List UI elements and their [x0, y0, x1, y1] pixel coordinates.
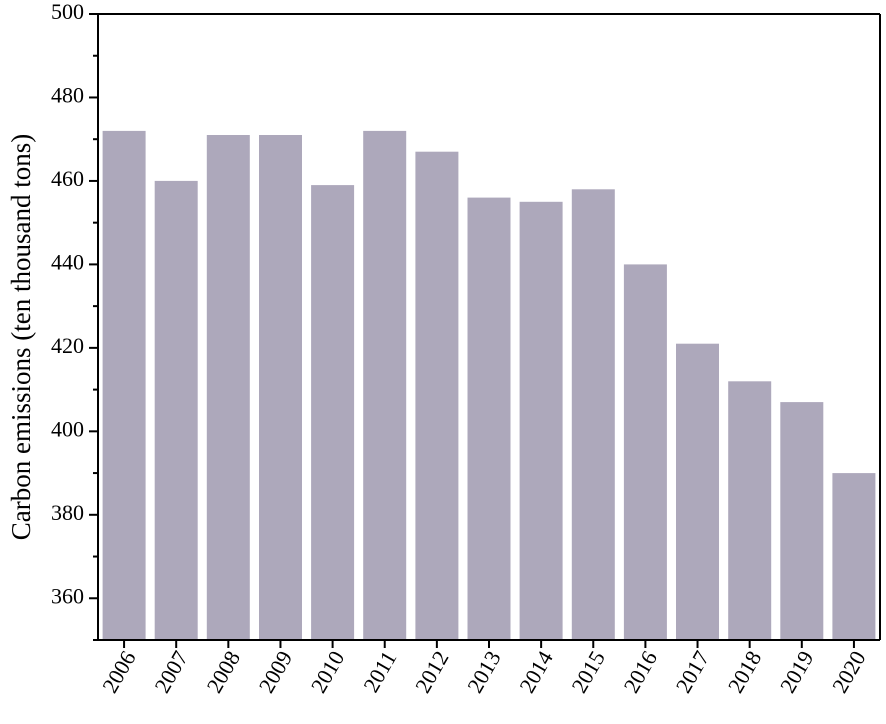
x-tick-label-2019: 2019 — [775, 647, 819, 698]
bars-group — [102, 130, 876, 641]
y-tick-label-360: 360 — [51, 583, 84, 608]
y-tick-label-380: 380 — [51, 500, 84, 525]
x-tick-label-2010: 2010 — [306, 647, 350, 698]
bar-2016 — [623, 264, 667, 640]
bar-2019 — [780, 402, 824, 640]
bar-2020 — [832, 473, 876, 640]
bar-2014 — [519, 201, 563, 641]
bar-2010 — [311, 185, 355, 640]
x-tick-label-2020: 2020 — [827, 647, 871, 698]
x-tick-label-2006: 2006 — [97, 647, 141, 698]
bar-2009 — [259, 135, 302, 640]
y-axis: 360 380 400 420 440 460 480 500 — [51, 0, 98, 641]
bar-2008 — [206, 135, 250, 640]
bar-2018 — [728, 381, 772, 640]
y-tick-label-460: 460 — [51, 166, 84, 191]
x-tick-label-2017: 2017 — [671, 647, 715, 698]
bar-2015 — [571, 189, 615, 641]
bar-2011 — [363, 130, 407, 640]
bar-2017 — [676, 343, 719, 640]
x-axis: 2006 2007 2008 2009 2010 2011 2012 2013 2014 2015… — [97, 640, 871, 697]
bar-2007 — [154, 180, 198, 640]
x-tick-label-2012: 2012 — [410, 647, 454, 698]
x-tick-label-2014: 2014 — [514, 647, 558, 698]
y-axis-title: Carbon emissions (ten thousand tons) — [6, 134, 36, 540]
x-tick-label-2008: 2008 — [201, 647, 245, 698]
x-tick-label-2015: 2015 — [566, 647, 610, 698]
x-tick-label-2013: 2013 — [462, 647, 506, 698]
y-tick-label-500: 500 — [51, 0, 84, 24]
x-tick-label-2018: 2018 — [723, 647, 767, 698]
bar-2013 — [467, 197, 511, 640]
bar-2006 — [102, 130, 146, 640]
x-tick-label-2009: 2009 — [254, 647, 298, 698]
bar-2012 — [415, 151, 459, 640]
y-tick-label-440: 440 — [51, 249, 84, 274]
y-tick-label-480: 480 — [51, 83, 84, 108]
y-tick-label-420: 420 — [51, 333, 84, 358]
y-tick-label-400: 400 — [51, 416, 84, 441]
x-tick-label-2007: 2007 — [149, 647, 193, 698]
x-tick-label-2016: 2016 — [618, 647, 662, 698]
x-tick-label-2011: 2011 — [358, 647, 401, 697]
